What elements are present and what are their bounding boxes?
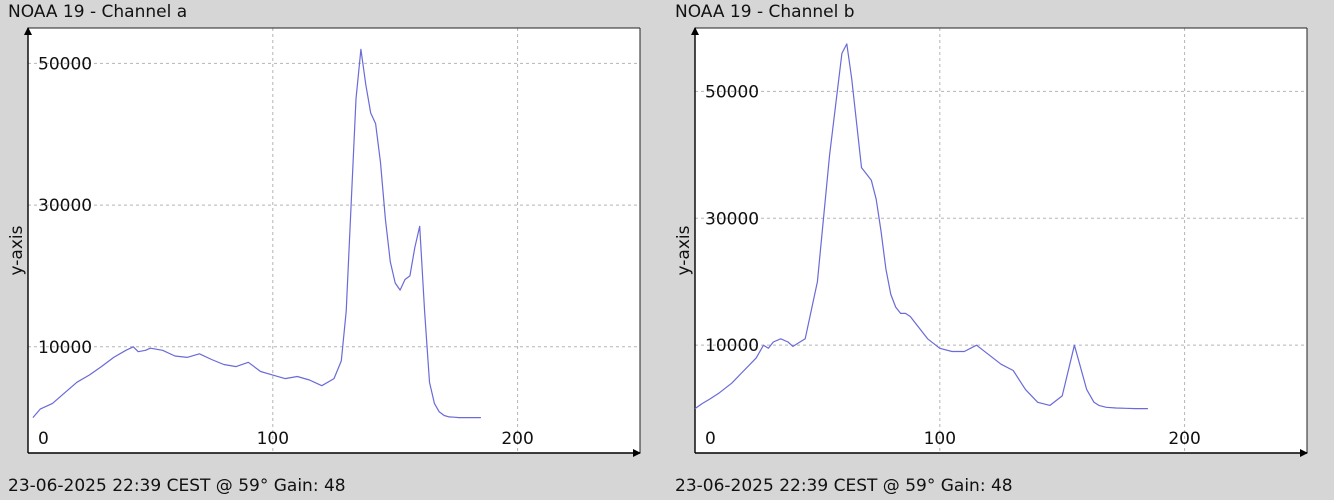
x-tick-label: 100: [924, 429, 956, 449]
y-axis-arrow-icon: [691, 27, 699, 35]
plot-background: [695, 28, 1307, 453]
chart-title: NOAA 19 - Channel a: [8, 2, 188, 22]
series-line: [694, 43, 1148, 410]
y-tick-label: 10000: [38, 338, 92, 358]
y-axis-label: y-axis: [7, 225, 27, 275]
x-tick-label: 100: [257, 429, 289, 449]
y-tick-label: 50000: [705, 82, 759, 102]
y-axis-label: y-axis: [674, 225, 694, 275]
x-tick-label: 0: [38, 429, 49, 449]
series-line: [32, 48, 481, 419]
chart-title: NOAA 19 - Channel b: [675, 2, 855, 22]
x-tick-label: 200: [1168, 429, 1200, 449]
y-tick-label: 50000: [38, 54, 92, 74]
plot-area: 0 100 200 10000 30000 50000 y-axis: [7, 27, 641, 457]
chart-panel-a: NOAA 19 - Channel a 0 100 200 10000 30000 500…: [7, 2, 641, 496]
plot-background: [28, 28, 640, 453]
x-axis-arrow-icon: [633, 449, 641, 457]
plot-area: 0 100 200 10000 30000 50000 y-axis: [674, 27, 1308, 457]
y-tick-label: 30000: [705, 209, 759, 229]
y-tick-label: 30000: [38, 196, 92, 216]
x-tick-label: 200: [501, 429, 533, 449]
x-axis-arrow-icon: [1300, 449, 1308, 457]
y-axis-arrow-icon: [24, 27, 32, 35]
status-footer: 23-06-2025 22:39 CEST @ 59° Gain: 48: [675, 476, 1013, 496]
status-footer: 23-06-2025 22:39 CEST @ 59° Gain: 48: [8, 476, 346, 496]
chart-panel-b: NOAA 19 - Channel b 0 100 200 10000 30000 500…: [667, 0, 1334, 500]
y-tick-label: 10000: [705, 336, 759, 356]
x-tick-label: 0: [705, 429, 716, 449]
